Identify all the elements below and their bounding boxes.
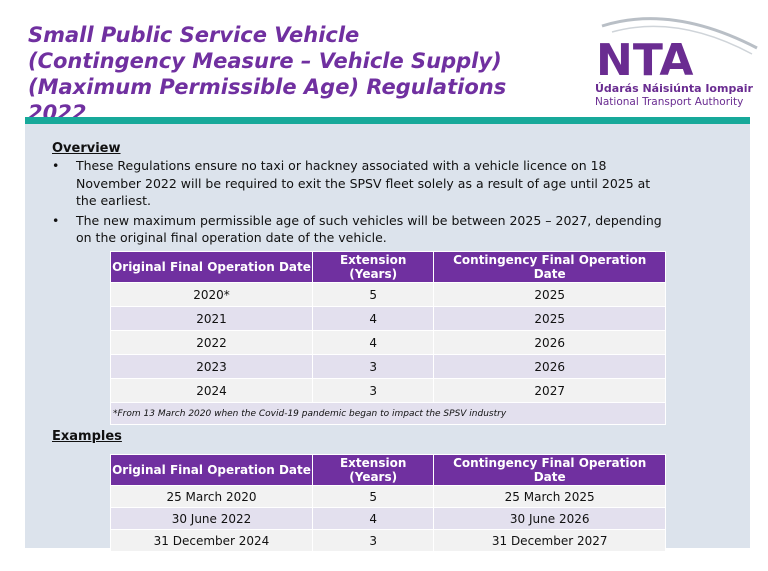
bullet: These Regulations ensure no taxi or hack… — [52, 157, 672, 210]
cell: 31 December 2027 — [433, 529, 666, 552]
column-header: Original Final Operation Date — [110, 251, 313, 283]
footnote-row: *From 13 March 2020 when the Covid-19 pa… — [110, 402, 666, 425]
cell: 25 March 2025 — [433, 485, 666, 508]
cell: 2026 — [433, 354, 666, 379]
title: Small Public Service Vehicle (Contingenc… — [28, 23, 507, 125]
cell: 30 June 2026 — [433, 507, 666, 530]
row: 2022 4 2026 — [110, 330, 666, 355]
header-row: Original Final Operation Date Extension (… — [110, 251, 666, 283]
examples-table: Original Final Operation Date Extension (… — [110, 454, 666, 552]
row: 30 June 2022 4 30 June 2026 — [110, 507, 666, 530]
footnote: *From 13 March 2020 when the Covid-19 pa… — [110, 402, 666, 425]
logo-english: National Transport Authority — [595, 96, 743, 108]
column-header: Extension (Years) — [311, 454, 435, 486]
column-header: Contingency Final Operation Date — [433, 454, 666, 486]
cell: 4 — [311, 306, 435, 331]
logo-abbr: NTA — [596, 35, 693, 86]
cell: 3 — [311, 378, 435, 403]
cell: 2027 — [433, 378, 666, 403]
cell: 2025 — [433, 282, 666, 307]
row: 2021 4 2025 — [110, 306, 666, 331]
cell: 5 — [311, 485, 435, 508]
examples-heading: Examples — [52, 429, 122, 444]
cell: 3 — [311, 354, 435, 379]
row: 2020* 5 2025 — [110, 282, 666, 307]
cell: 5 — [311, 282, 435, 307]
logo: NTA Údarás Náisiúnta Iompair National Tr… — [595, 17, 758, 108]
column-header: Extension (Years) — [311, 251, 435, 283]
cell: 4 — [311, 507, 435, 530]
row: 31 December 2024 3 31 December 2027 — [110, 529, 666, 552]
bullet: The new maximum permissible age of such … — [52, 212, 672, 247]
cell: 2021 — [110, 306, 313, 331]
cell: 25 March 2020 — [110, 485, 313, 508]
header-row: Original Final Operation Date Extension (… — [110, 454, 666, 486]
cell: 2023 — [110, 354, 313, 379]
row: 2024 3 2027 — [110, 378, 666, 403]
cell: 2025 — [433, 306, 666, 331]
overview-list: These Regulations ensure no taxi or hack… — [52, 157, 672, 249]
cell: 2020* — [110, 282, 313, 307]
cell: 3 — [311, 529, 435, 552]
divider — [25, 117, 750, 124]
logo-swoosh — [611, 25, 753, 55]
column-header: Original Final Operation Date — [110, 454, 313, 486]
column-header: Contingency Final Operation Date — [433, 251, 666, 283]
cell: 4 — [311, 330, 435, 355]
logo-swoosh — [601, 17, 758, 50]
cell: 2022 — [110, 330, 313, 355]
age-table: Original Final Operation Date Extension (… — [110, 251, 666, 425]
cell: 2026 — [433, 330, 666, 355]
logo-irish: Údarás Náisiúnta Iompair — [595, 82, 754, 95]
row: 25 March 2020 5 25 March 2025 — [110, 485, 666, 508]
cell: 30 June 2022 — [110, 507, 313, 530]
row: 2023 3 2026 — [110, 354, 666, 379]
overview-heading: Overview — [52, 141, 121, 156]
cell: 2024 — [110, 378, 313, 403]
cell: 31 December 2024 — [110, 529, 313, 552]
